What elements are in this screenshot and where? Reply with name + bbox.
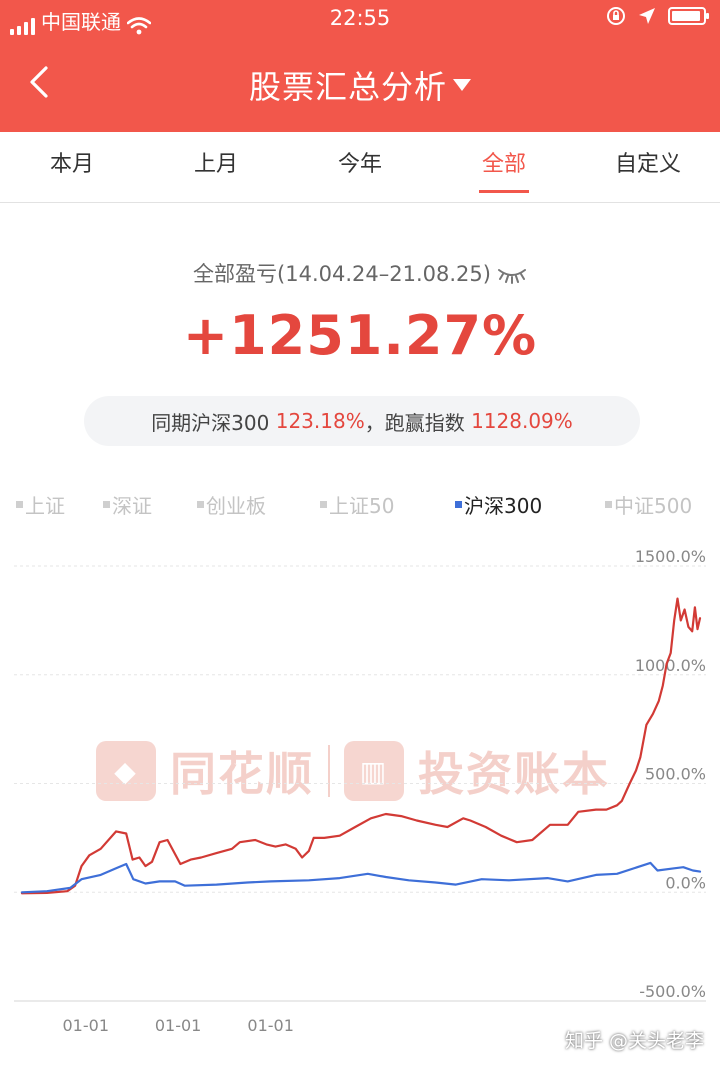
- watermark-brand: 同花顺: [170, 747, 314, 801]
- watermark-logo-icon: ◆: [96, 741, 156, 801]
- legend-label: 创业板: [206, 494, 266, 518]
- beat-prefix: ，跑赢指数: [364, 410, 465, 435]
- legend-swatch: [320, 501, 327, 508]
- summary-label-row: 全部盈亏(14.04.24–21.08.25): [0, 258, 720, 288]
- legend-csi300[interactable]: 沪深300: [455, 490, 542, 519]
- page-title-dropdown[interactable]: 股票汇总分析: [0, 62, 720, 108]
- eye-closed-icon[interactable]: [497, 266, 527, 284]
- tab-this-month[interactable]: 本月: [49, 152, 94, 177]
- csi300-line: [20, 861, 702, 894]
- legend-chinext[interactable]: 创业板: [197, 490, 266, 519]
- watermark-divider: [328, 745, 330, 797]
- watermark-product: 投资账本: [418, 747, 610, 801]
- compare-value: 123.18%: [275, 409, 365, 433]
- x-tick-label: 01-01: [247, 1016, 294, 1035]
- legend-swatch: [197, 501, 204, 508]
- legend-swatch: [455, 501, 462, 508]
- y-axis-labels: 1500.0% 1000.0% 500.0% 0.0% -500.0%: [635, 547, 706, 1001]
- compare-prefix: 同期沪深300: [151, 410, 270, 435]
- legend-swatch: [605, 501, 612, 508]
- tab-custom[interactable]: 自定义: [614, 152, 681, 177]
- index-legend: 上证 深证 创业板 上证50 沪深300 中证500: [0, 490, 720, 520]
- battery-icon: [668, 7, 709, 25]
- caret-down-icon: [453, 79, 471, 91]
- watermark: ◆ 同花顺 ▥ 投资账本: [96, 738, 610, 804]
- legend-swatch: [16, 501, 23, 508]
- legend-csi500[interactable]: 中证500: [605, 490, 692, 519]
- period-tabs: 本月 上月 今年 全部 自定义: [0, 132, 720, 203]
- legend-shenzhen[interactable]: 深证: [103, 490, 152, 519]
- legend-shanghai[interactable]: 上证: [16, 490, 65, 519]
- page-title: 股票汇总分析: [248, 68, 447, 106]
- author-credit: 知乎 @关头老李: [564, 1030, 704, 1052]
- chart-grid: [14, 565, 706, 1002]
- legend-label: 上证50: [329, 494, 395, 518]
- beat-value: 1128.09%: [471, 409, 573, 433]
- watermark-ledger-icon: ▥: [344, 741, 404, 801]
- carrier-label: 中国联通: [41, 10, 121, 34]
- status-right: [606, 6, 709, 26]
- y-tick-label: 500.0%: [645, 765, 706, 784]
- y-tick-label: 1500.0%: [635, 547, 706, 566]
- tab-last-month[interactable]: 上月: [193, 152, 238, 177]
- back-icon[interactable]: [22, 62, 62, 102]
- tab-this-year[interactable]: 今年: [337, 152, 382, 177]
- location-icon: [639, 8, 655, 24]
- x-tick-label: 01-01: [63, 1016, 110, 1035]
- legend-sse50[interactable]: 上证50: [320, 490, 394, 519]
- app-header: 中国联通 22:55 股票汇总分析: [0, 0, 720, 132]
- x-axis-labels: 01-01 01-01 01-01: [63, 1016, 294, 1035]
- y-tick-label: 1000.0%: [635, 656, 706, 675]
- chart-series: [20, 597, 702, 895]
- return-chart: 1500.0%1000.0%500.0%0.0%-500.0% 01-01 01-…: [14, 547, 706, 1035]
- wifi-icon: [127, 17, 151, 35]
- status-bar: 中国联通 22:55: [0, 0, 720, 36]
- legend-label: 沪深300: [464, 494, 543, 518]
- carrier: 中国联通: [10, 6, 151, 35]
- signal-icon: [10, 17, 35, 35]
- tab-all[interactable]: 全部: [432, 132, 576, 202]
- y-tick-label: 0.0%: [665, 873, 706, 892]
- status-time: 22:55: [329, 6, 391, 30]
- benchmark-compare: 同期沪深300 123.18% ，跑赢指数 1128.09%: [84, 396, 640, 446]
- x-tick-label: 01-01: [155, 1016, 202, 1035]
- orientation-lock-icon: [607, 7, 625, 25]
- summary-label: 全部盈亏(14.04.24–21.08.25): [193, 262, 491, 286]
- legend-swatch: [103, 501, 110, 508]
- total-return-value: +1251.27%: [182, 304, 538, 367]
- legend-label: 上证: [25, 494, 65, 518]
- portfolio-line: [20, 597, 702, 895]
- legend-label: 中证500: [614, 494, 693, 518]
- legend-label: 深证: [112, 494, 152, 518]
- y-tick-label: -500.0%: [639, 982, 706, 1001]
